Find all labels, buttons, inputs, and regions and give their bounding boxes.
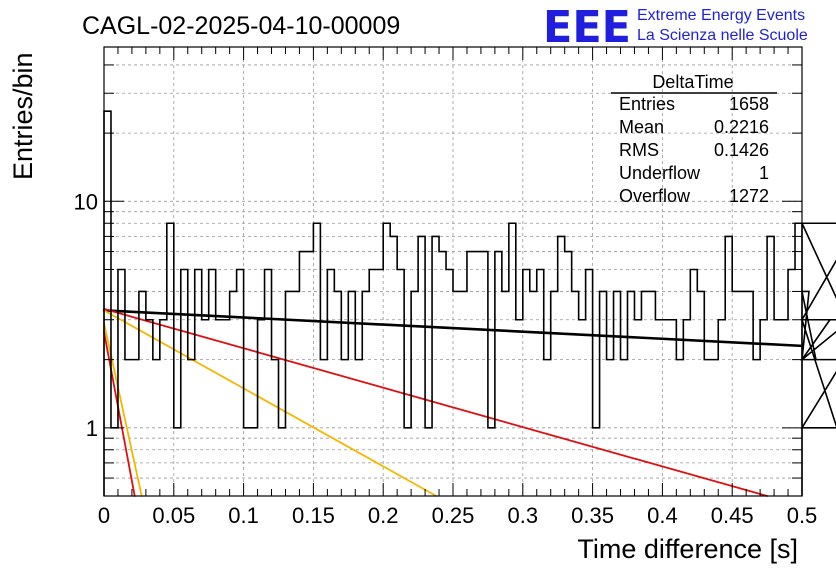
x-tick-label: 0.45 bbox=[711, 503, 754, 528]
y-axis-label: Entries/bin bbox=[8, 52, 38, 180]
x-tick-label: 0 bbox=[98, 503, 110, 528]
x-tick-label: 0.35 bbox=[571, 503, 614, 528]
logo-line-1: Extreme Energy Events bbox=[637, 7, 805, 24]
histogram-line bbox=[103, 110, 836, 496]
x-tick-label: 0.4 bbox=[647, 503, 678, 528]
fit-line-red-short bbox=[103, 331, 136, 497]
stats-label-entries: Entries bbox=[619, 94, 675, 114]
x-tick-label: 0.2 bbox=[368, 503, 399, 528]
stats-label-mean: Mean bbox=[619, 117, 664, 137]
x-tick-label: 0.1 bbox=[228, 503, 259, 528]
stats-value-underflow: 1 bbox=[759, 163, 769, 183]
stats-title: DeltaTime bbox=[652, 72, 733, 92]
x-tick-label: 0.25 bbox=[432, 503, 475, 528]
x-tick-label: 0.05 bbox=[152, 503, 195, 528]
stats-box: DeltaTime Entries 1658 Mean 0.2216 RMS 0… bbox=[611, 72, 777, 206]
eee-logo: EEE bbox=[543, 2, 631, 53]
x-tick-label: 0.15 bbox=[292, 503, 335, 528]
y-tick-label: 10 bbox=[74, 189, 98, 214]
fit-line-red-long bbox=[103, 307, 768, 497]
y-tick-labels: 1 10 bbox=[74, 189, 98, 441]
fit-line-orange-short bbox=[103, 322, 143, 497]
axis-ticks bbox=[103, 47, 803, 496]
x-tick-labels: 0 0.05 0.1 0.15 0.2 0.25 0.3 0.35 0.4 0.45 0.5 bbox=[98, 503, 817, 528]
stats-value-entries: 1658 bbox=[729, 94, 769, 114]
stats-label-rms: RMS bbox=[619, 140, 659, 160]
logo-line-2: La Scienza nelle Scuole bbox=[637, 27, 808, 44]
stats-value-rms: 0.1426 bbox=[714, 140, 769, 160]
fit-line-black bbox=[102, 309, 804, 348]
x-tick-label: 0.3 bbox=[508, 503, 539, 528]
x-tick-label: 0.5 bbox=[787, 503, 818, 528]
y-tick-label: 1 bbox=[86, 416, 98, 441]
run-title: CAGL-02-2025-04-10-00009 bbox=[82, 12, 400, 40]
stats-label-overflow: Overflow bbox=[619, 186, 691, 206]
grid bbox=[104, 47, 802, 496]
x-axis-label: Time difference [s] bbox=[577, 534, 798, 564]
stats-value-overflow: 1272 bbox=[729, 186, 769, 206]
stats-value-mean: 0.2216 bbox=[714, 117, 769, 137]
fit-line-orange-long bbox=[103, 309, 438, 497]
stats-label-underflow: Underflow bbox=[619, 163, 701, 183]
